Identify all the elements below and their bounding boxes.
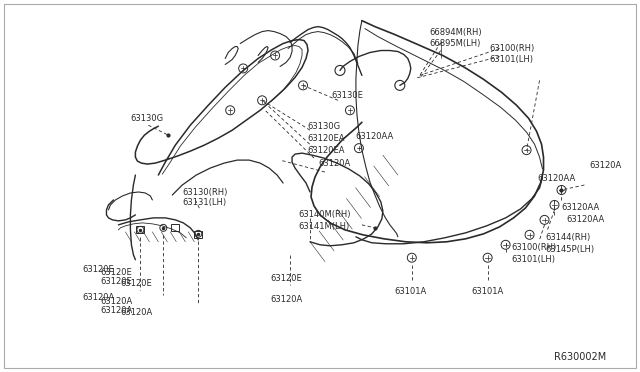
Text: 63120AA: 63120AA: [561, 203, 600, 212]
Text: 63130G: 63130G: [307, 122, 340, 131]
Text: 63120EA: 63120EA: [307, 134, 344, 143]
Text: 63101(LH): 63101(LH): [511, 255, 556, 264]
Text: 63120AA: 63120AA: [566, 215, 605, 224]
Text: 63120A: 63120A: [120, 308, 153, 317]
Text: 63130G: 63130G: [131, 114, 164, 123]
Text: 63120A: 63120A: [318, 158, 350, 167]
Text: 63120AA: 63120AA: [537, 173, 575, 183]
Text: 63141M(LH): 63141M(LH): [298, 222, 349, 231]
Bar: [136, 226, 145, 233]
Text: 63120A: 63120A: [100, 306, 132, 315]
Text: 63120E: 63120E: [83, 265, 115, 274]
Text: 63130(RH): 63130(RH): [182, 189, 228, 198]
Bar: [195, 231, 202, 238]
Text: 63120A: 63120A: [589, 161, 621, 170]
Text: 63140M(RH): 63140M(RH): [298, 211, 351, 219]
Text: 63100(RH): 63100(RH): [511, 243, 557, 252]
Text: 66894M(RH): 66894M(RH): [430, 28, 483, 37]
Text: 63101A: 63101A: [472, 287, 504, 296]
Text: 63130E: 63130E: [331, 91, 363, 100]
Text: 66895M(LH): 66895M(LH): [430, 39, 481, 48]
Text: R630002M: R630002M: [554, 352, 607, 362]
Text: 63120E: 63120E: [100, 268, 132, 277]
Text: 63120A: 63120A: [100, 297, 132, 306]
Text: 63120E: 63120E: [100, 277, 132, 286]
Text: 63120E: 63120E: [270, 274, 302, 283]
Text: 63145P(LH): 63145P(LH): [545, 245, 595, 254]
Text: 63101(LH): 63101(LH): [490, 55, 534, 64]
Text: 63120A: 63120A: [270, 295, 302, 304]
Text: 63120A: 63120A: [83, 293, 115, 302]
Text: 63131(LH): 63131(LH): [182, 198, 227, 208]
Text: 63120AA: 63120AA: [355, 132, 393, 141]
Bar: [172, 224, 179, 231]
Text: 63144(RH): 63144(RH): [545, 233, 591, 242]
Text: 63100(RH): 63100(RH): [490, 44, 535, 53]
Text: 63120EA: 63120EA: [307, 145, 344, 155]
Text: 63120E: 63120E: [120, 279, 152, 288]
Text: 63101A: 63101A: [395, 287, 427, 296]
